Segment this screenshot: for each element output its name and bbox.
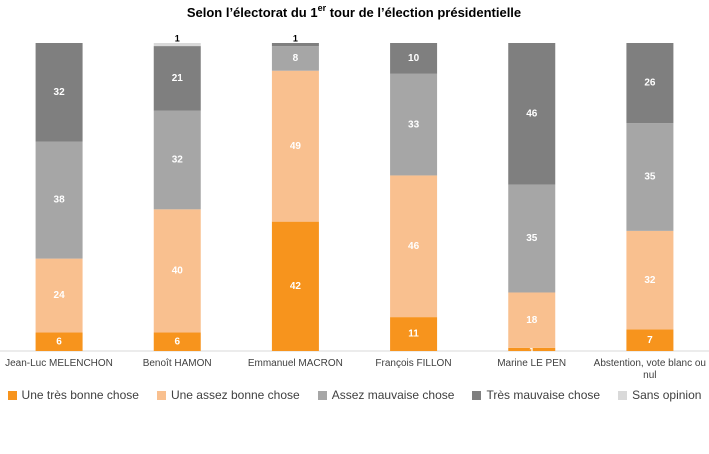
bar-segment bbox=[508, 184, 556, 293]
x-tick-label: Abstention, vote blanc ou nul bbox=[593, 358, 706, 381]
data-label: 35 bbox=[644, 172, 656, 183]
legend-item: Sans opinion bbox=[618, 388, 701, 402]
bar-segment bbox=[626, 43, 674, 124]
x-tick-label: Jean-Luc MELENCHON bbox=[5, 358, 113, 369]
chart-title: Selon l’électorat du 1er tour de l’élect… bbox=[187, 3, 521, 20]
legend-item: Une assez bonne chose bbox=[156, 388, 300, 402]
data-label: 1 bbox=[293, 33, 298, 43]
bar-segment bbox=[626, 329, 674, 351]
x-tick-label: Benoît HAMON bbox=[142, 358, 212, 369]
data-label: 40 bbox=[172, 266, 184, 277]
x-tick-label: Emmanuel MACRON bbox=[247, 358, 343, 369]
title-part: Selon l’électorat du 1 bbox=[187, 5, 318, 20]
bar-segment bbox=[35, 332, 83, 351]
legend-swatch bbox=[618, 390, 628, 400]
legend-swatch bbox=[7, 390, 17, 400]
bar-segment bbox=[153, 43, 201, 47]
bar-segment bbox=[35, 258, 83, 333]
bar-segment bbox=[390, 73, 438, 176]
bar-segment bbox=[508, 292, 556, 348]
bar-segment bbox=[153, 110, 201, 210]
legend-label: Sans opinion bbox=[632, 388, 702, 402]
data-label: 1 bbox=[175, 33, 180, 43]
bar-segment bbox=[390, 43, 438, 74]
bar-segment bbox=[271, 221, 319, 351]
bar-segment bbox=[626, 230, 674, 330]
legend-label: Une très bonne chose bbox=[21, 388, 139, 402]
legend-label: Une assez bonne chose bbox=[170, 388, 300, 402]
data-label: 35 bbox=[526, 233, 538, 244]
bar-segment bbox=[153, 332, 201, 351]
data-label: 11 bbox=[408, 329, 419, 340]
data-label: 46 bbox=[408, 241, 420, 252]
title-part: tour de l’élection présidentielle bbox=[326, 5, 521, 20]
data-label: 1 bbox=[529, 346, 534, 356]
x-tick-label: Marine LE PEN bbox=[497, 358, 567, 369]
data-label: 38 bbox=[54, 195, 66, 206]
data-label: 6 bbox=[56, 336, 62, 347]
bar-segment bbox=[153, 46, 201, 111]
data-label: 8 bbox=[293, 53, 299, 64]
legend: Une très bonne chose Une assez bonne chos… bbox=[0, 388, 709, 402]
data-label: 32 bbox=[172, 155, 184, 166]
data-label: 24 bbox=[54, 290, 66, 301]
data-label: 26 bbox=[644, 78, 656, 89]
x-tick-label: François FILLON bbox=[375, 358, 452, 369]
data-label: 6 bbox=[174, 336, 180, 347]
data-label: 46 bbox=[526, 108, 538, 119]
bar-segment bbox=[153, 209, 201, 333]
bar-segment bbox=[390, 175, 438, 318]
bar-segment bbox=[508, 347, 556, 351]
legend-swatch bbox=[472, 390, 482, 400]
legend-item: Assez mauvaise chose bbox=[317, 388, 455, 402]
bar-segment bbox=[35, 141, 83, 259]
legend-label: Assez mauvaise chose bbox=[331, 388, 455, 402]
legend-item: Très mauvaise chose bbox=[472, 388, 600, 402]
data-label: 33 bbox=[408, 119, 420, 130]
data-label: 21 bbox=[172, 73, 184, 84]
data-label: 32 bbox=[54, 87, 66, 98]
data-label: 49 bbox=[290, 141, 302, 152]
bar-segment bbox=[508, 43, 556, 185]
data-label: 18 bbox=[526, 315, 538, 326]
bar-segment bbox=[35, 43, 83, 142]
data-label: 32 bbox=[644, 275, 656, 286]
bar-segment bbox=[390, 317, 438, 351]
data-label: 42 bbox=[290, 281, 302, 292]
data-label: 7 bbox=[647, 335, 653, 346]
data-label: 10 bbox=[408, 53, 420, 64]
legend-swatch bbox=[317, 390, 327, 400]
title-sup: er bbox=[318, 3, 327, 13]
bar-segment bbox=[271, 43, 319, 47]
legend-item: Une très bonne chose bbox=[7, 388, 139, 402]
legend-swatch bbox=[156, 390, 166, 400]
legend-label: Très mauvaise chose bbox=[486, 388, 601, 402]
bar-segment bbox=[271, 70, 319, 222]
bar-segment bbox=[271, 46, 319, 71]
bar-segment bbox=[626, 123, 674, 231]
